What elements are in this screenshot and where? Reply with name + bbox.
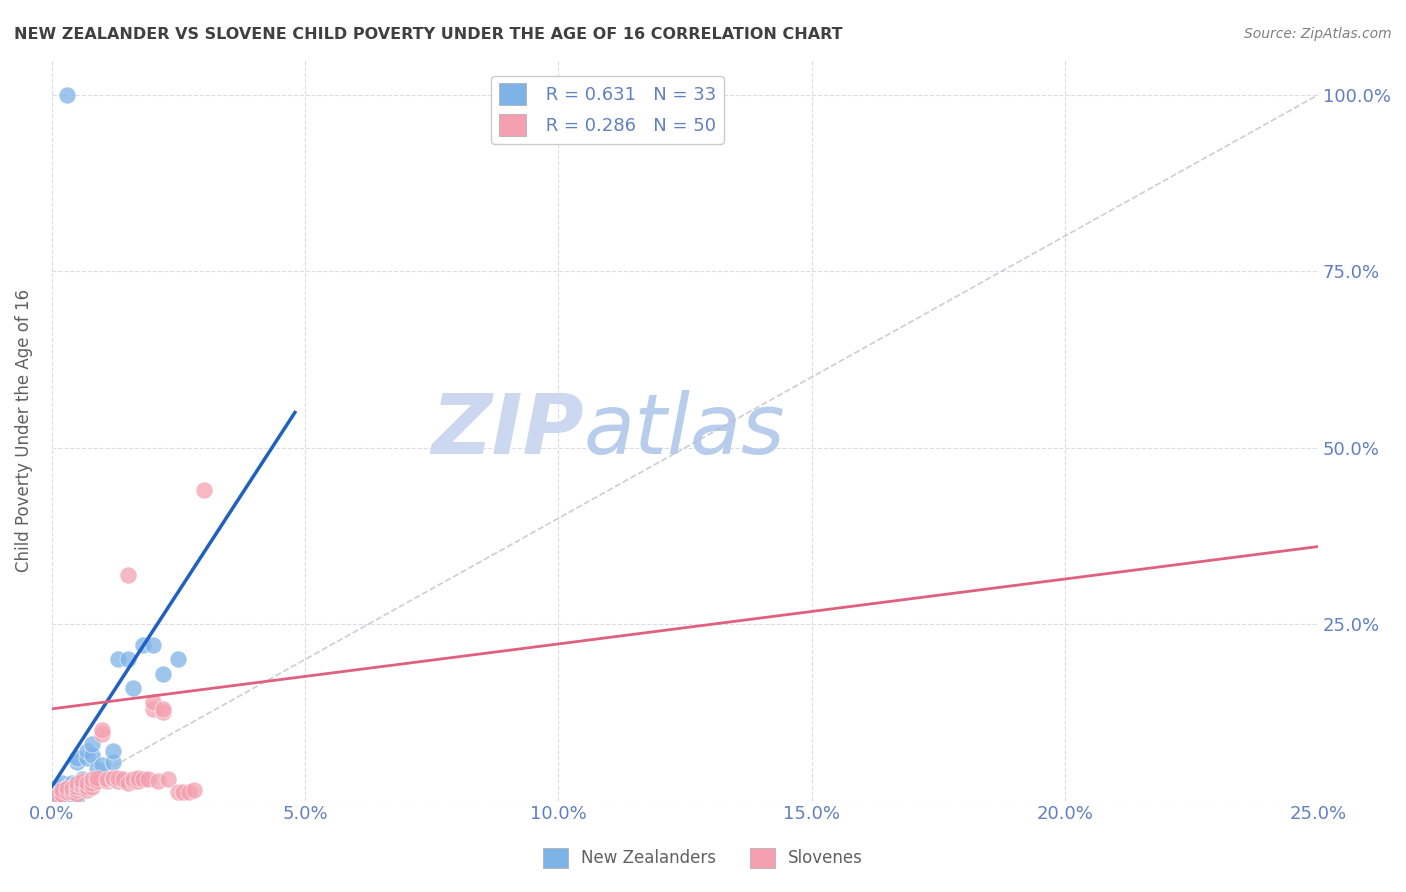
Point — [66, 790, 89, 805]
Point — [96, 773, 118, 788]
Point — [172, 785, 194, 799]
Point — [51, 776, 73, 790]
Point — [132, 638, 155, 652]
Point — [70, 776, 93, 790]
Point — [127, 773, 149, 788]
Text: NEW ZEALANDER VS SLOVENE CHILD POVERTY UNDER THE AGE OF 16 CORRELATION CHART: NEW ZEALANDER VS SLOVENE CHILD POVERTY U… — [14, 27, 842, 42]
Point — [91, 723, 114, 737]
Point — [86, 762, 108, 776]
Point — [60, 785, 83, 799]
Point — [76, 776, 98, 790]
Point — [60, 780, 83, 794]
Point — [167, 652, 190, 666]
Point — [142, 638, 165, 652]
Point — [56, 87, 79, 102]
Point — [56, 780, 79, 795]
Point — [107, 773, 129, 788]
Point — [82, 780, 104, 794]
Point — [91, 758, 114, 772]
Point — [107, 652, 129, 666]
Legend:  R = 0.631   N = 33,  R = 0.286   N = 50: R = 0.631 N = 33, R = 0.286 N = 50 — [491, 76, 724, 144]
Point — [76, 744, 98, 758]
Point — [86, 773, 108, 788]
Point — [152, 702, 174, 716]
Point — [193, 483, 215, 497]
Point — [51, 783, 73, 797]
Point — [76, 780, 98, 794]
Text: atlas: atlas — [583, 390, 786, 471]
Y-axis label: Child Poverty Under the Age of 16: Child Poverty Under the Age of 16 — [15, 288, 32, 572]
Point — [76, 783, 98, 797]
Point — [117, 567, 139, 582]
Point — [51, 787, 73, 801]
Point — [121, 681, 143, 695]
Point — [60, 780, 83, 795]
Point — [86, 771, 108, 785]
Point — [101, 744, 124, 758]
Point — [66, 776, 89, 790]
Point — [127, 771, 149, 785]
Point — [76, 751, 98, 765]
Point — [142, 702, 165, 716]
Point — [70, 778, 93, 792]
Point — [117, 776, 139, 790]
Point — [101, 772, 124, 787]
Point — [60, 776, 83, 790]
Point — [96, 772, 118, 787]
Point — [101, 771, 124, 785]
Point — [66, 783, 89, 797]
Point — [70, 780, 93, 795]
Point — [45, 790, 67, 805]
Point — [56, 785, 79, 799]
Point — [121, 773, 143, 788]
Point — [152, 706, 174, 720]
Point — [146, 773, 169, 788]
Point — [66, 780, 89, 794]
Point — [82, 776, 104, 790]
Point — [70, 773, 93, 788]
Legend: New Zealanders, Slovenes: New Zealanders, Slovenes — [537, 841, 869, 875]
Point — [66, 751, 89, 765]
Text: ZIP: ZIP — [432, 390, 583, 471]
Point — [121, 772, 143, 787]
Point — [117, 652, 139, 666]
Text: Source: ZipAtlas.com: Source: ZipAtlas.com — [1244, 27, 1392, 41]
Point — [132, 772, 155, 787]
Point — [66, 776, 89, 790]
Point — [56, 787, 79, 801]
Point — [107, 771, 129, 785]
Point — [101, 755, 124, 769]
Point — [51, 790, 73, 805]
Point — [91, 726, 114, 740]
Point — [66, 787, 89, 801]
Point — [152, 666, 174, 681]
Point — [56, 783, 79, 797]
Point — [167, 785, 190, 799]
Point — [111, 772, 134, 787]
Point — [56, 780, 79, 794]
Point — [86, 769, 108, 783]
Point — [82, 737, 104, 751]
Point — [142, 695, 165, 709]
Point — [157, 772, 180, 787]
Point — [45, 788, 67, 802]
Point — [51, 788, 73, 802]
Point — [136, 772, 159, 787]
Point — [70, 772, 93, 787]
Point — [183, 783, 205, 797]
Point — [82, 772, 104, 787]
Point — [66, 755, 89, 769]
Point — [51, 780, 73, 794]
Point — [177, 785, 200, 799]
Point — [82, 747, 104, 762]
